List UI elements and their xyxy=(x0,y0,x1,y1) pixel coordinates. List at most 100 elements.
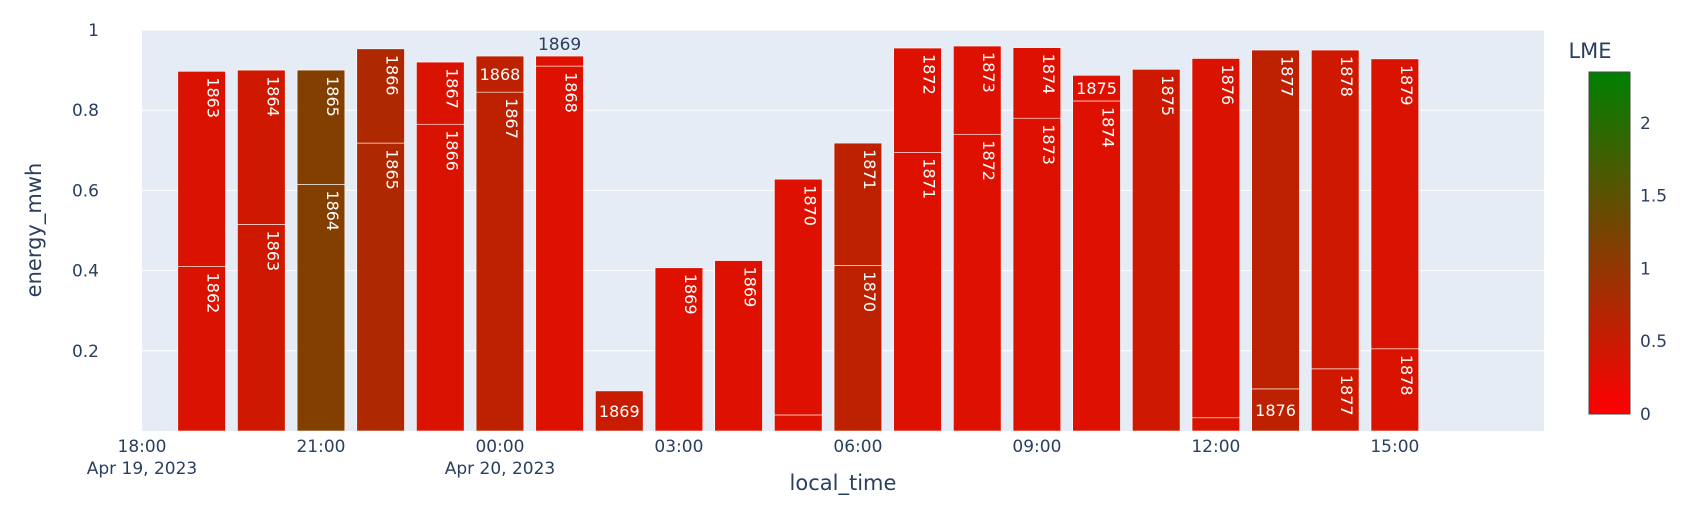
bar-segment-label: 1869 xyxy=(599,402,640,421)
bar-segment-label: 1872 xyxy=(920,54,939,95)
bar-segment xyxy=(535,65,584,432)
bar-segment-label: 1863 xyxy=(263,230,282,271)
bar-segment xyxy=(595,390,644,432)
colorbar-gradient xyxy=(1588,71,1631,415)
x-axis-title: local_time xyxy=(790,471,897,496)
bar-segment-label: 1862 xyxy=(204,273,223,314)
y-tick-label: 0.8 xyxy=(72,101,99,121)
bar-segment xyxy=(1370,348,1420,432)
bar-segment xyxy=(1072,100,1121,432)
x-tick-label: 15:00 xyxy=(1370,437,1419,457)
bar-segment xyxy=(953,133,1002,432)
x-tick-label: 09:00 xyxy=(1012,437,1061,457)
bar-segment xyxy=(714,260,763,432)
bar-segment xyxy=(774,178,823,416)
bar-segment xyxy=(416,61,465,125)
bar-segment-label: 1872 xyxy=(979,140,998,181)
bar-segment xyxy=(296,184,346,432)
bar-segment-label: 1876 xyxy=(1255,401,1296,420)
bar-segment-label: 1870 xyxy=(860,271,879,312)
bar-segment xyxy=(1012,117,1062,432)
bar-segment-label: 1869 xyxy=(741,267,760,308)
colorbar-tick-label: 1.5 xyxy=(1640,187,1667,207)
x-tick-label: 06:00 xyxy=(833,437,882,457)
y-tick-label: 0.6 xyxy=(72,181,99,201)
bar-segment-label: 1873 xyxy=(1039,124,1058,165)
bar-segment xyxy=(1012,47,1062,119)
bar-segment-label: 1878 xyxy=(1397,355,1416,396)
bar-segment xyxy=(1191,58,1241,419)
y-tick-label: 0.2 xyxy=(72,342,99,362)
bar-segment-label: 1876 xyxy=(1218,64,1237,105)
x-tick-label: 21:00 xyxy=(296,437,345,457)
bar-series: 1862 1863 1863 1864 1864 1865 1865 1866 1866 1867… xyxy=(177,35,1420,432)
y-axis-ticks: 0.2 0.4 0.6 0.8 1 xyxy=(72,21,99,362)
bar-segment-label: 1867 xyxy=(502,98,521,139)
bar-segment-label: 1864 xyxy=(263,76,282,117)
bar-segment xyxy=(654,267,704,432)
bar-segment-label: 1869 xyxy=(538,35,581,55)
bar-segment-label: 1870 xyxy=(800,185,819,226)
bar-segment-label: 1874 xyxy=(1039,54,1058,95)
colorbar-title: LME xyxy=(1568,39,1611,63)
bar-segment-label: 1868 xyxy=(562,72,581,113)
bar-segment xyxy=(953,45,1002,135)
bar-segment-label: 1868 xyxy=(480,65,521,84)
bar-segment xyxy=(833,265,883,432)
bar-segment xyxy=(1311,49,1360,370)
bar-segment-label: 1877 xyxy=(1337,375,1356,416)
bar-segment-label: 1864 xyxy=(323,190,342,231)
colorbar-tick-label: 2 xyxy=(1640,114,1651,134)
bar-segment xyxy=(177,71,226,267)
x-tick-date-label: Apr 19, 2023 xyxy=(87,459,198,479)
bar-segment xyxy=(774,414,823,432)
bar-segment xyxy=(296,69,346,185)
x-tick-label: 00:00 xyxy=(475,437,524,457)
bar-segment-label: 1867 xyxy=(442,68,461,109)
bar-segment xyxy=(177,266,226,432)
bar-segment-label: 1863 xyxy=(204,77,223,118)
bar-segment-label: 1874 xyxy=(1099,107,1118,148)
bar-segment xyxy=(475,55,525,93)
bar-segment xyxy=(1191,417,1241,432)
bar-segment xyxy=(535,55,584,67)
bar-segment-label: 1878 xyxy=(1337,56,1356,97)
x-tick-label: 03:00 xyxy=(654,437,703,457)
bar-segment xyxy=(1370,58,1420,350)
bar-segment-label: 1873 xyxy=(979,52,998,93)
bar-segment xyxy=(1132,68,1181,432)
bar-segment xyxy=(475,91,525,432)
colorbar-ticks: 0 0.5 1 1.5 2 xyxy=(1640,114,1667,425)
bar-segment xyxy=(356,142,405,432)
bar-segment-label: 1879 xyxy=(1397,65,1416,106)
bar-segment xyxy=(1311,368,1360,432)
bar-segment-label: 1877 xyxy=(1278,56,1297,97)
colorbar-tick-label: 0.5 xyxy=(1640,332,1667,352)
bar-segment-label: 1865 xyxy=(323,76,342,117)
bar-segment-label: 1866 xyxy=(383,55,402,96)
x-tick-date-label: Apr 20, 2023 xyxy=(445,459,556,479)
x-tick-label: 12:00 xyxy=(1191,437,1240,457)
bar-segment xyxy=(833,142,883,266)
bar-segment-label: 1871 xyxy=(860,149,879,190)
bar-segment-label: 1866 xyxy=(442,130,461,171)
bar-segment xyxy=(1072,75,1121,102)
colorbar-tick-label: 0 xyxy=(1640,405,1651,425)
bar-segment-label: 1875 xyxy=(1076,79,1117,98)
bar-segment-label: 1875 xyxy=(1158,75,1177,116)
colorbar: LME 0 0.5 1 1.5 2 xyxy=(1568,39,1667,425)
y-tick-label: 1 xyxy=(88,21,99,41)
bar-segment xyxy=(893,47,942,153)
y-axis-title: energy_mwh xyxy=(22,163,47,298)
colorbar-tick-label: 1 xyxy=(1640,259,1651,279)
bar-segment xyxy=(1251,49,1300,390)
bar-segment xyxy=(356,48,405,144)
bar-segment-label: 1871 xyxy=(920,158,939,199)
bar-segment xyxy=(893,152,942,432)
bar-segment xyxy=(416,123,465,432)
bar-segment xyxy=(237,224,286,432)
bar-segment-label: 1869 xyxy=(681,274,700,315)
bar-segment-label: 1865 xyxy=(383,149,402,190)
